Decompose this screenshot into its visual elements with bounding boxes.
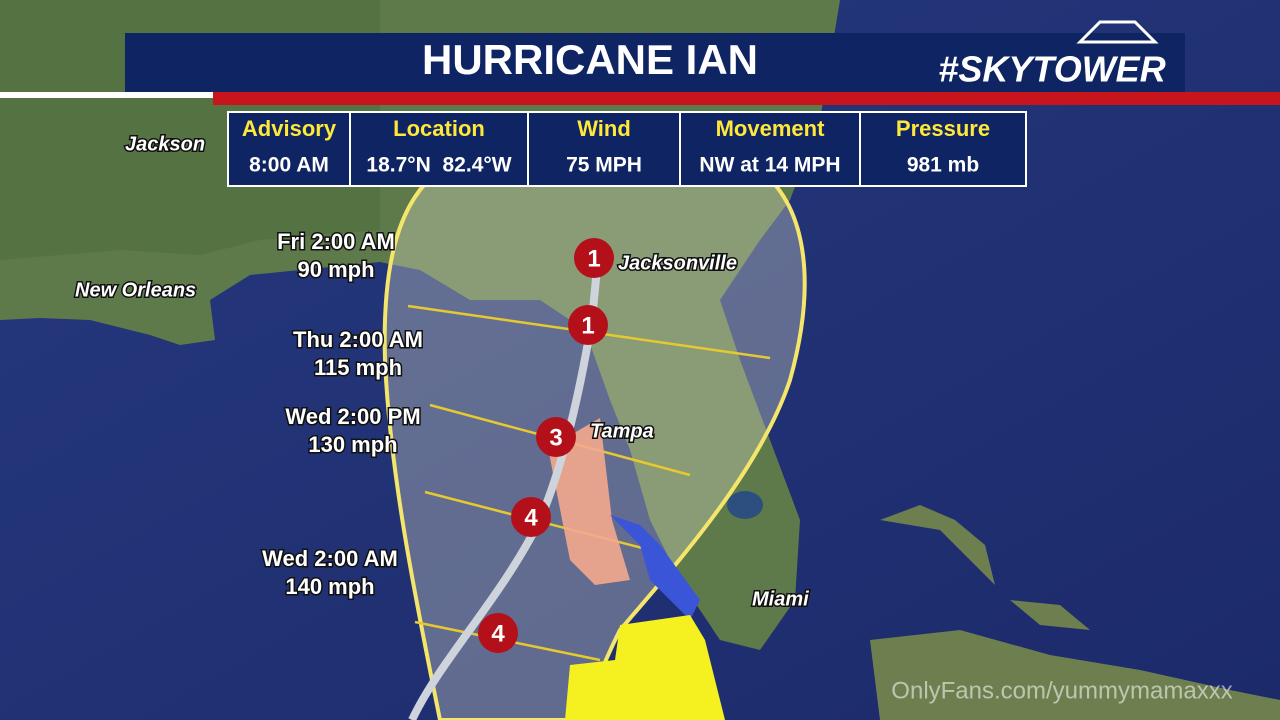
column-label: Wind [577,116,631,141]
title-bar [125,33,1185,92]
logo: #SKYTOWER [938,49,1165,90]
column-value: NW at 14 MPH [699,154,840,177]
icon-category: 1 [587,245,600,272]
city-label: Tampa [590,420,654,442]
icon-circle [574,238,614,278]
storm-icon: 3 [536,417,576,457]
surge-warning [548,418,630,585]
city-label: Jacksonville [618,252,737,274]
lake [727,491,763,519]
forecast-time: Thu 2:00 AM [293,327,423,352]
column-label: Location [393,116,485,141]
table-box [227,111,1027,187]
icon-circle [478,613,518,653]
storm-icon: 1 [568,305,608,345]
icon-category: 1 [581,312,594,339]
advisory-table: Advisory 8:00 AM Location 18.7°N 82.4°W … [227,111,1027,187]
storm-icon: 4 [478,613,518,653]
column-label: Pressure [896,116,990,141]
storm-icon: 4 [511,497,551,537]
column-label: Advisory [242,116,337,141]
forecast-wind: 115 mph [314,355,402,380]
column-label: Movement [716,116,825,141]
forecast-time: Fri 2:00 AM [277,229,395,254]
city-label: New Orleans [75,279,196,301]
forecast-wind: 90 mph [297,257,374,282]
watch-area [565,615,725,720]
forecast-time: Wed 2:00 AM [262,546,398,571]
forecast-wind: 130 mph [308,432,397,457]
icon-circle [511,497,551,537]
logo-icon [1076,20,1159,44]
column-value: 18.7°N 82.4°W [366,154,511,177]
icon-category: 4 [524,504,538,531]
red-stripe [213,92,1280,105]
column-value: 8:00 AM [249,154,329,177]
city-label: Jackson [125,133,205,155]
column-dividers [349,112,861,186]
city-label: Miami [752,588,809,610]
white-stripe [0,92,213,98]
warning-area [610,515,700,620]
bahamas [880,505,995,585]
cuba [870,630,1280,720]
storm-icons: 1 1 3 4 4 [478,238,614,653]
bahamas [1010,600,1090,630]
watermark: OnlyFans.com/yummymamaxxx [891,677,1232,704]
icon-category: 3 [549,424,562,451]
forecast-time: Wed 2:00 PM [285,404,420,429]
icon-circle [536,417,576,457]
icon-circle [568,305,608,345]
title: HURRICANE IAN [422,36,758,83]
storm-icon: 1 [574,238,614,278]
forecast-wind: 140 mph [285,574,374,599]
column-value: 75 MPH [566,154,642,177]
icon-category: 4 [491,620,505,647]
column-value: 981 mb [907,154,979,177]
